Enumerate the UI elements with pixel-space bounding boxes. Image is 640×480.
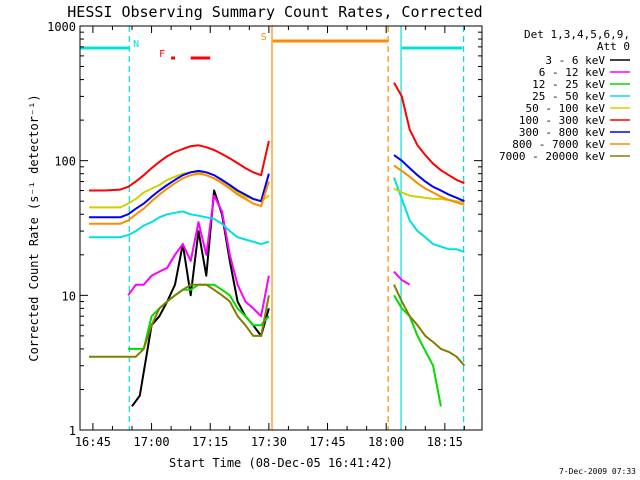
x-tick-label: 17:15 [192, 435, 228, 449]
series-line [127, 194, 270, 318]
series-line [89, 283, 270, 358]
legend-title-line-1: Det 1,3,4,5,6,9, [524, 28, 630, 41]
plot-frame [79, 25, 483, 431]
guide-lines [128, 26, 465, 430]
y-axis: 1 10 100 1000 [47, 20, 482, 438]
x-tick-label: 17:45 [309, 435, 345, 449]
footer-timestamp: 7-Dec-2009 07:33 [559, 467, 636, 476]
legend-entry-label: 300 - 800 keV [519, 126, 605, 139]
series-line [393, 82, 465, 185]
legend-entry-label: 25 - 50 keV [532, 90, 605, 103]
flag-label: N [133, 39, 139, 50]
y-tick-label: 100 [54, 155, 76, 169]
y-axis-label: Corrected Count Rate (s⁻¹ detector⁻¹) [27, 94, 41, 361]
series-line [89, 169, 270, 219]
flag-label: F [159, 49, 165, 60]
legend-entry-label: 3 - 6 keV [545, 54, 605, 67]
legend-entry-label: 800 - 7000 keV [512, 138, 605, 151]
x-tick-label: 16:45 [75, 435, 111, 449]
x-tick-label: 18:00 [368, 435, 404, 449]
x-tick-label: 17:30 [251, 435, 287, 449]
series-line [131, 189, 270, 407]
legend-entry-label: 100 - 300 keV [519, 114, 605, 127]
legend-entry-label: 7000 - 20000 keV [499, 150, 605, 163]
y-tick-label: 1 [69, 424, 76, 438]
series-line [89, 140, 270, 192]
series-layer [89, 82, 466, 407]
x-tick-label: 18:15 [427, 435, 463, 449]
series-line [393, 270, 411, 286]
legend-entry-label: 12 - 25 keV [532, 78, 605, 91]
series-line [393, 154, 465, 203]
series-line [89, 172, 270, 225]
x-tick-label: 17:00 [133, 435, 169, 449]
series-line [393, 284, 466, 367]
series-line [89, 210, 270, 246]
series-line [393, 294, 442, 407]
chart-title: HESSI Observing Summary Count Rates, Cor… [67, 3, 482, 21]
legend-title-line-2: Att 0 [597, 40, 630, 53]
y-tick-label: 10 [62, 289, 76, 303]
legend-entry-label: 6 - 12 keV [539, 66, 606, 79]
y-tick-label: 1000 [47, 20, 76, 34]
series-line [393, 164, 465, 206]
x-axis: 16:45 17:00 17:15 17:30 17:45 18:00 18:15 [75, 26, 465, 449]
flag-label: S [261, 32, 267, 43]
series-line [393, 177, 465, 253]
legend-entry-label: 50 - 100 keV [526, 102, 606, 115]
x-axis-label: Start Time (08-Dec-05 16:41:42) [169, 456, 393, 470]
flag-bars: N F S [80, 32, 463, 60]
